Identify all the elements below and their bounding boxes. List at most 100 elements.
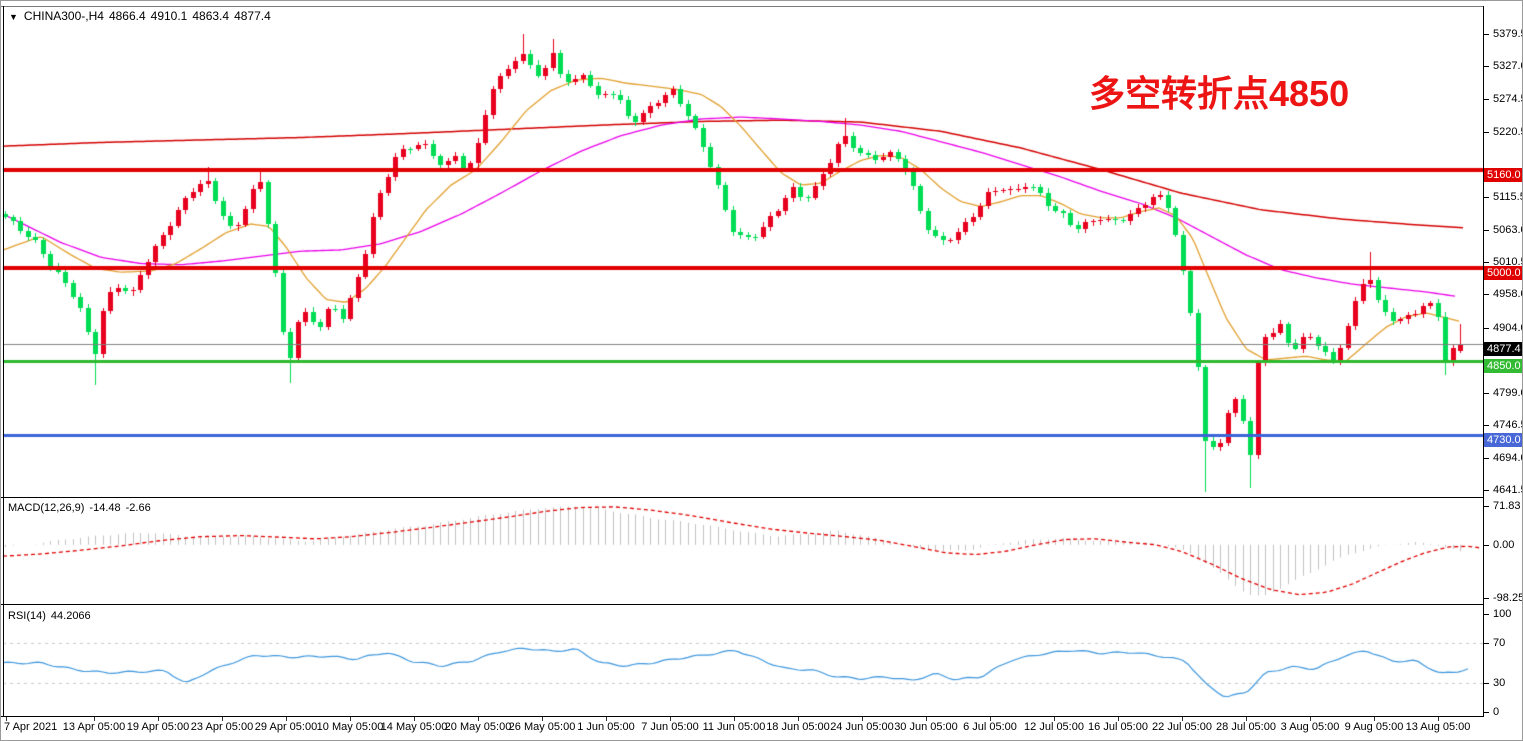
axis-tick-mark (1484, 712, 1489, 713)
time-axis-label: 18 Jun 05:00 (766, 721, 830, 733)
time-tick-mark (1054, 717, 1055, 721)
time-axis-label: 19 Apr 05:00 (126, 721, 190, 733)
time-tick-mark (1374, 717, 1375, 721)
rsi-panel-canvas[interactable] (1, 605, 1483, 717)
time-axis-label: 16 Jul 05:00 (1088, 721, 1148, 733)
time-tick-mark (798, 717, 799, 721)
axis-tick-label: 4746.5 (1493, 419, 1522, 432)
time-axis-label: 30 Jun 05:00 (894, 721, 958, 733)
time-axis-label: 14 May 05:00 (380, 721, 448, 733)
main-macd-separator (1, 497, 1483, 498)
axis-tick-label: 5274.5 (1493, 92, 1522, 105)
time-tick-mark (478, 717, 479, 721)
axis-tick-mark (1484, 490, 1489, 491)
macd-name: MACD(12,26,9) (8, 502, 85, 514)
rsi-time-separator (1, 716, 1483, 717)
time-tick-mark (990, 717, 991, 721)
axis-tick-mark (1484, 229, 1489, 231)
time-tick-mark (862, 717, 863, 721)
chart-title: ▼ CHINA300-,H4 4866.4 4910.1 4863.4 4877.4 (9, 9, 276, 23)
axis-tick-label: -98.25 (1493, 591, 1523, 604)
window-top-border (1, 6, 1522, 7)
axis-tick-mark (1484, 597, 1489, 599)
main-price-chart-canvas[interactable] (1, 1, 1483, 498)
axis-tick-mark (1484, 544, 1489, 546)
axis-tick-label: 0 (1493, 706, 1500, 718)
axis-tick-label: 5115.5 (1493, 191, 1523, 204)
time-tick-mark (222, 717, 223, 721)
price-level-tag: 5160.0 (1484, 167, 1522, 182)
axis-tick-label: 4694.0 (1493, 451, 1522, 464)
time-tick-mark (1182, 717, 1183, 721)
axis-tick-mark (1484, 262, 1489, 263)
time-axis-label: 12 Jul 05:00 (1024, 721, 1084, 733)
time-tick-mark (94, 717, 95, 721)
macd-value-signal: -2.66 (125, 502, 151, 514)
price-level-tag: 4877.4 (1484, 342, 1522, 357)
axis-tick-label: 5063.0 (1493, 223, 1522, 236)
time-tick-mark (734, 717, 735, 721)
axis-tick-label: 4904.0 (1493, 321, 1522, 334)
axis-tick-label: 70 (1493, 637, 1506, 650)
macd-value-main: -14.48 (89, 502, 121, 514)
price-level-tag: 4730.0 (1484, 433, 1522, 448)
time-tick-mark (6, 717, 7, 721)
axis-tick-mark (1484, 643, 1489, 645)
axis-tick-mark (1484, 66, 1489, 68)
price-level-tag: 5000.0 (1484, 266, 1522, 281)
axis-tick-mark (1484, 457, 1489, 459)
time-axis: 7 Apr 2021 13 Apr 05:00 19 Apr 05:00 23 Apr… (1, 717, 1522, 737)
time-tick-mark (414, 717, 415, 721)
time-tick-mark (926, 717, 927, 721)
time-axis-label: 13 Aug 05:00 (1405, 721, 1471, 733)
axis-tick-mark (1484, 425, 1489, 427)
time-tick-mark (1246, 717, 1247, 721)
annotation-text: 多空转折点4850 (1089, 73, 1350, 114)
axis-tick-label: 4958.0 (1493, 288, 1522, 301)
time-tick-mark (158, 717, 159, 721)
time-tick-mark (670, 717, 671, 721)
time-tick-mark (286, 717, 287, 721)
time-axis-label: 23 Apr 05:00 (190, 721, 254, 733)
axis-tick-mark (1484, 505, 1489, 507)
ohlc-low: 4863.4 (192, 9, 230, 23)
axis-tick-label: 4799.0 (1493, 386, 1522, 399)
axis-tick-mark (1484, 392, 1489, 394)
time-axis-label: 1 Jun 05:00 (577, 721, 635, 733)
time-axis-label: 7 Jun 05:00 (641, 721, 699, 733)
axis-tick-label: 0.00 (1493, 538, 1515, 551)
time-axis-label: 9 Aug 05:00 (1344, 721, 1404, 733)
price-axis: 5379.5 5327.0 5274.5 5220.5 5115.5 5063.0 5010… (1483, 6, 1523, 718)
axis-tick-mark (1484, 682, 1489, 684)
time-axis-label: 11 Jun 05:00 (702, 721, 766, 733)
ohlc-open: 4866.4 (108, 9, 146, 23)
time-axis-label: 6 Jul 05:00 (963, 721, 1017, 733)
axis-tick-label: 5220.5 (1493, 126, 1522, 139)
time-axis-label: 10 May 05:00 (316, 721, 384, 733)
axis-tick-label: 5010.5 (1493, 256, 1522, 268)
time-tick-mark (1438, 717, 1439, 721)
macd-panel-canvas[interactable] (1, 498, 1483, 605)
time-tick-mark (350, 717, 351, 721)
rsi-value: 44.2066 (50, 610, 91, 622)
time-axis-label: 22 Jul 05:00 (1152, 721, 1212, 733)
axis-tick-mark (1484, 294, 1489, 296)
axis-tick-label: 5327.0 (1493, 60, 1522, 73)
collapse-arrow-icon[interactable]: ▼ (9, 12, 18, 22)
symbol-period-label: CHINA300-,H4 (23, 9, 104, 23)
time-tick-mark (606, 717, 607, 721)
time-tick-mark (542, 717, 543, 721)
axis-tick-label: 5379.5 (1493, 28, 1522, 40)
time-tick-mark (1118, 717, 1119, 721)
macd-rsi-separator (1, 604, 1483, 605)
time-tick-mark (1310, 717, 1311, 721)
time-axis-label: 13 Apr 05:00 (62, 721, 126, 733)
time-axis-label: 20 May 05:00 (444, 721, 512, 733)
axis-tick-label: 30 (1493, 676, 1506, 689)
price-level-tag: 4850.0 (1484, 359, 1522, 374)
axis-tick-mark (1484, 614, 1489, 615)
ohlc-close: 4877.4 (234, 9, 271, 23)
axis-tick-label: 71.83 (1493, 499, 1521, 512)
axis-tick-label: 4641.5 (1493, 484, 1522, 496)
